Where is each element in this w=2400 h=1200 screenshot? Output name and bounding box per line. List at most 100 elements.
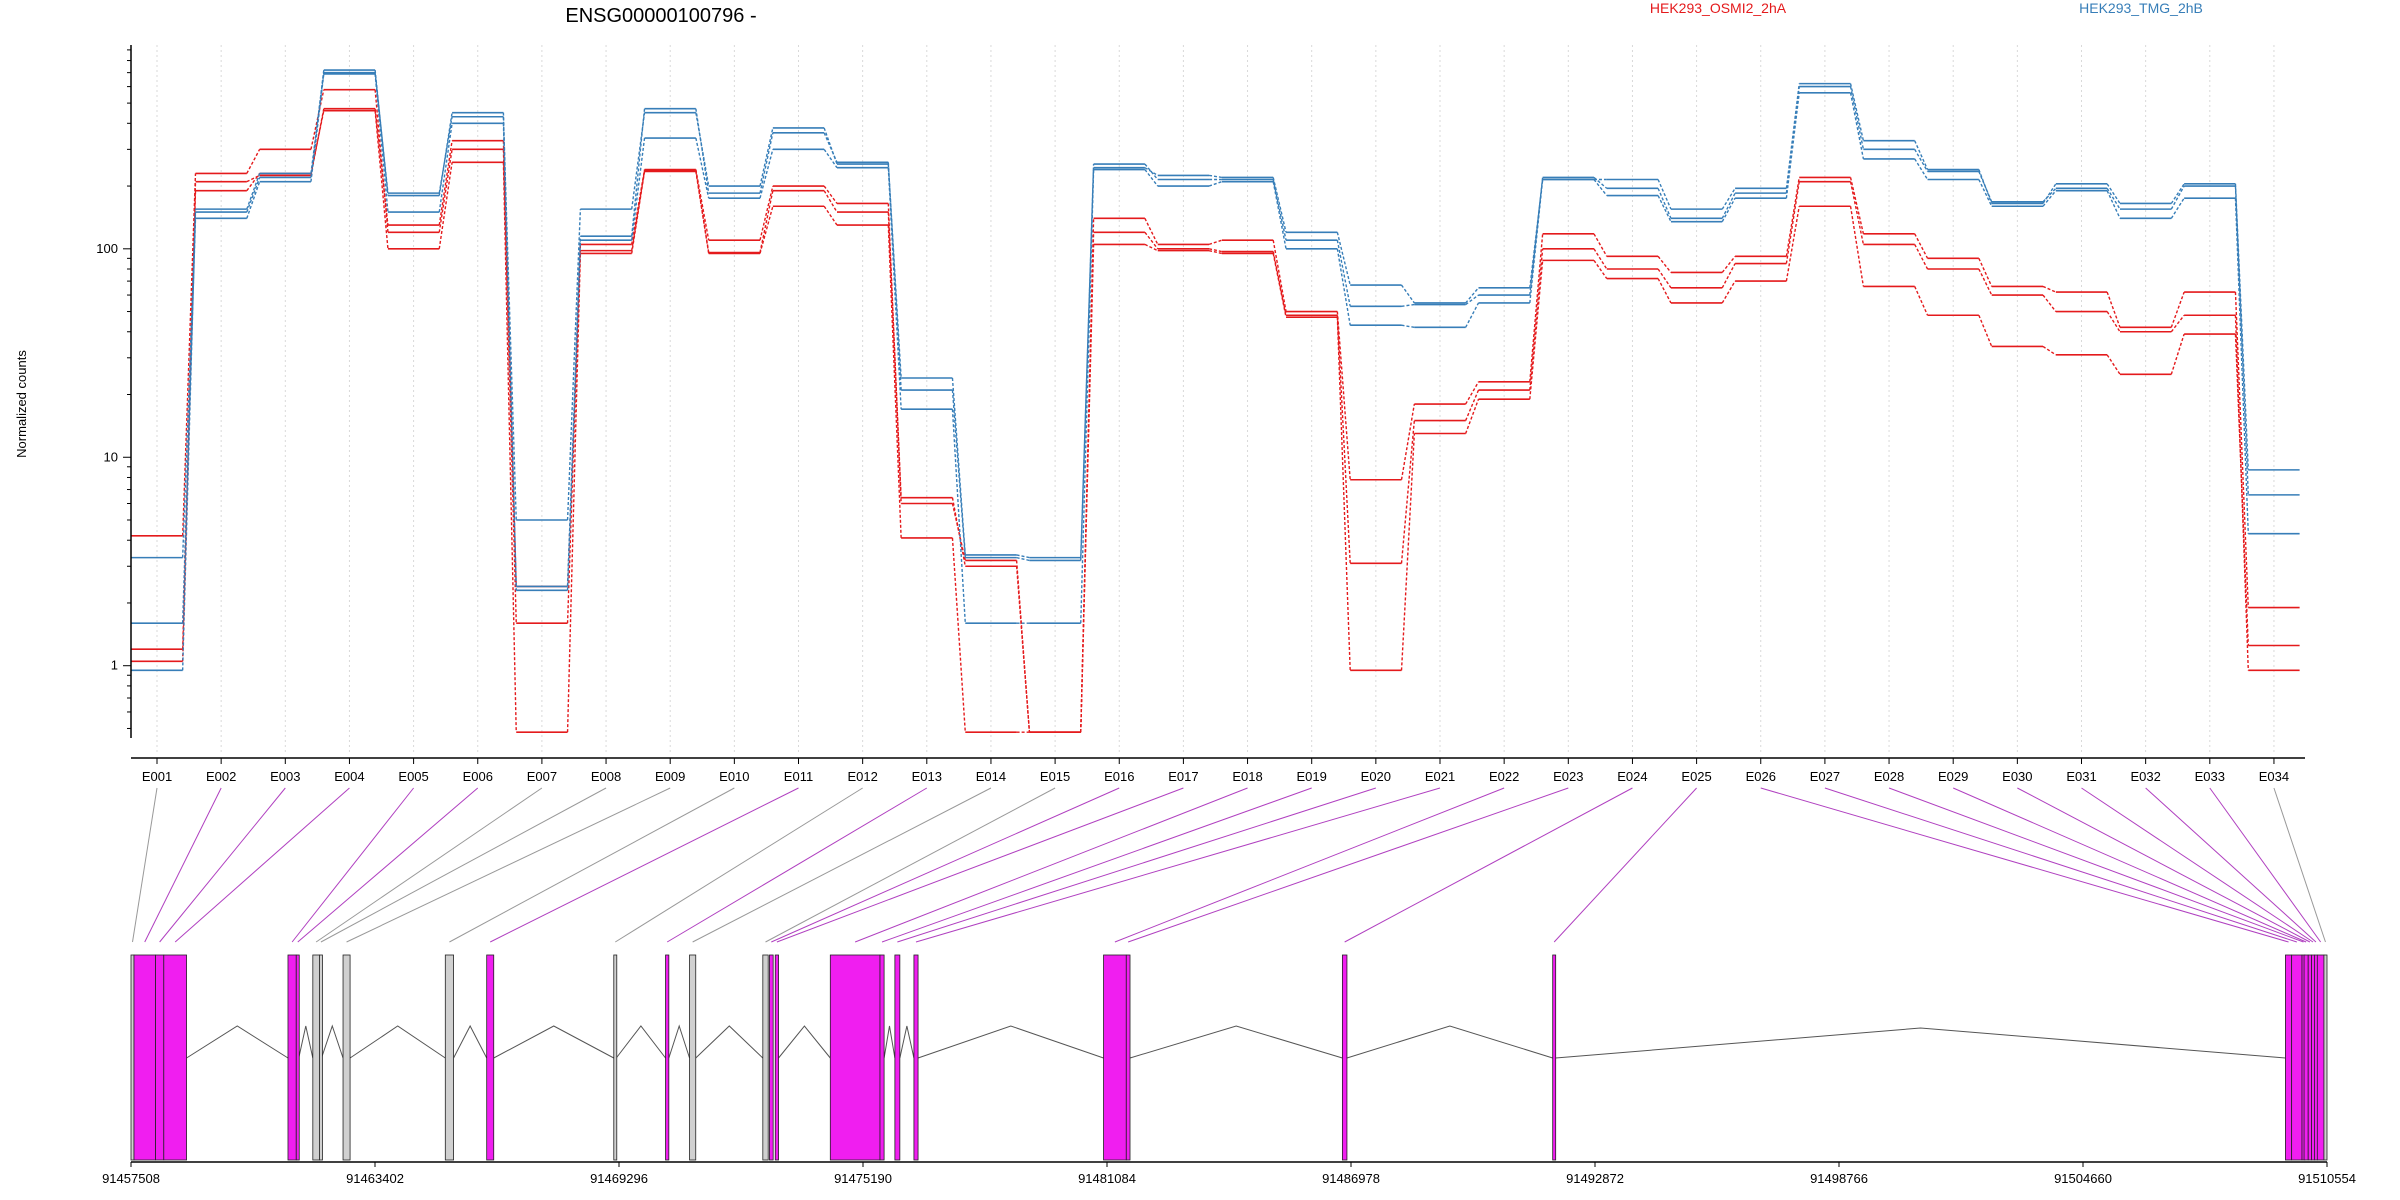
genomic-tick-label: 91510554 [2298, 1171, 2356, 1186]
series-connector [1208, 174, 1222, 179]
series-connector [374, 110, 389, 249]
exon-link-E003 [159, 787, 286, 943]
x-tick-label: E010 [719, 769, 749, 784]
series-connector [695, 170, 710, 253]
x-tick-label: E031 [2066, 769, 2096, 784]
series-connector [1721, 255, 1736, 273]
series-connector [823, 185, 838, 204]
series-connector [1849, 206, 1865, 287]
series-connector [631, 108, 646, 237]
series-connector [1080, 232, 1095, 733]
series-connector [887, 225, 902, 539]
series-connector [374, 73, 389, 213]
series-connector [1657, 188, 1672, 219]
exon-block-E021 [913, 954, 919, 1161]
series-connector [1593, 179, 1608, 197]
exon-block-E002 [133, 954, 156, 1161]
exon-link-E034 [2273, 787, 2326, 943]
series-group-4 [131, 73, 2300, 624]
exon-link-E007 [315, 787, 543, 943]
exon-link-E004 [174, 787, 350, 943]
series-connector [1272, 251, 1287, 316]
series-connector [1849, 86, 1865, 150]
x-tick-label: E007 [527, 769, 557, 784]
legend-series-a: HEK293_OSMI2_2hA [1650, 0, 1787, 16]
intron-line [298, 1025, 314, 1059]
series-connector [1785, 177, 1800, 257]
exon-block-E006 [295, 954, 300, 1161]
series-connector [1849, 181, 1865, 245]
exon-link-E019 [881, 787, 1312, 943]
series-connector [1849, 92, 1865, 160]
intron-line [917, 1025, 1104, 1059]
exon-block-E020 [894, 954, 901, 1161]
x-tick-label: E016 [1104, 769, 1134, 784]
series-connector [1016, 554, 1030, 559]
exon-link-E021 [915, 787, 1441, 943]
series-connector [1849, 83, 1865, 141]
series-connector [2170, 197, 2185, 219]
exon-link-E006 [297, 787, 479, 943]
series-connector [1914, 233, 1929, 259]
series-connector [695, 137, 710, 199]
series-connector [438, 162, 453, 249]
exon-link-E011 [489, 787, 799, 943]
y-tick-label: 1 [111, 658, 118, 673]
exon-link-E017 [776, 787, 1184, 943]
chart-title: ENSG00000100796 - [565, 5, 756, 27]
series-connector [1400, 420, 1416, 564]
series-connector [1080, 164, 1095, 561]
series-connector [566, 209, 582, 521]
series-connector [181, 209, 197, 671]
exon-links [132, 787, 2326, 943]
x-tick-label: E013 [912, 769, 942, 784]
genomic-tick-label: 91492872 [1566, 1171, 1624, 1186]
series-connector [1080, 169, 1095, 624]
intron-line [615, 1025, 666, 1059]
series-connector [502, 123, 517, 591]
exon-block-E025 [1552, 954, 1557, 1161]
series-connector [566, 253, 582, 733]
exon-block-E019 [879, 954, 885, 1161]
series-connector [823, 132, 838, 163]
series-connector [1465, 381, 1480, 405]
series-connector [1914, 149, 1929, 172]
x-tick-label: E003 [270, 769, 300, 784]
x-tick-label: E009 [655, 769, 685, 784]
series-group-1 [131, 109, 2300, 733]
series-connector [631, 137, 646, 241]
exon-link-E028 [1888, 787, 2304, 943]
series-connector [1914, 286, 1929, 316]
intron-line [186, 1025, 289, 1059]
series-connector [2170, 183, 2185, 204]
x-tick-label: E021 [1425, 769, 1455, 784]
x-tick-label: E033 [2195, 769, 2225, 784]
series-connector [1336, 311, 1351, 480]
series-connector [1465, 398, 1480, 434]
intron-line [1346, 1025, 1553, 1059]
series-connector [1465, 287, 1480, 304]
series-connector [1721, 192, 1736, 219]
exon-block-E003 [155, 954, 165, 1161]
series-connector [1721, 197, 1736, 222]
intron-line [668, 1024, 691, 1059]
series-connector [1400, 403, 1416, 480]
series-connector [1144, 163, 1159, 180]
series-connector [1465, 389, 1480, 421]
series-connector [1144, 243, 1159, 252]
series-connector [246, 177, 261, 213]
exon-link-E026 [1760, 787, 2289, 943]
exon-block-E018 [829, 954, 881, 1161]
series-connector [2170, 314, 2185, 333]
exon-link-E032 [2145, 787, 2317, 943]
x-tick-label: E032 [2130, 769, 2160, 784]
intron-line [453, 1024, 488, 1059]
exon-link-E029 [1952, 787, 2307, 943]
series-connector [1272, 240, 1287, 312]
series-group-2 [131, 107, 2300, 733]
series-connector [1978, 314, 1993, 347]
x-tick-label: E027 [1810, 769, 1840, 784]
series-connector [1785, 86, 1800, 194]
exon-block-E030 [2307, 954, 2312, 1161]
